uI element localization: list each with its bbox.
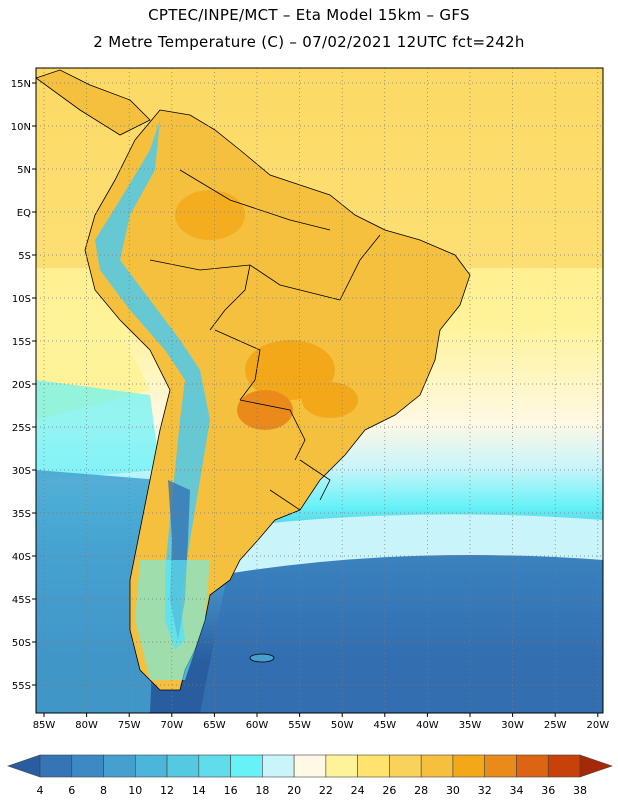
latitude-label: 50S bbox=[12, 638, 31, 649]
patagonia-cool bbox=[135, 560, 210, 680]
longitude-label: 30W bbox=[501, 720, 524, 731]
latitude-label: 35S bbox=[12, 509, 31, 520]
colorbar-swatch bbox=[293, 754, 327, 778]
colorbar-swatch bbox=[262, 754, 295, 778]
colorbar-tick-label: 34 bbox=[509, 784, 523, 797]
colorbar-swatch bbox=[198, 754, 231, 778]
longitude-label: 55W bbox=[288, 720, 311, 731]
colorbar-swatch bbox=[484, 754, 517, 778]
latitude-label: 5N bbox=[17, 165, 31, 176]
map-frame bbox=[35, 67, 604, 714]
colorbar-tick-label: 16 bbox=[224, 784, 238, 797]
colorbar-tick-label: 22 bbox=[319, 784, 333, 797]
falkland-islands bbox=[249, 653, 275, 663]
central-america-landmass bbox=[36, 69, 151, 136]
latitude-label: 15S bbox=[12, 337, 31, 348]
colorbar-swatch bbox=[325, 754, 358, 778]
colorbar-swatch bbox=[71, 754, 104, 778]
atlantic-band-cold bbox=[200, 540, 603, 713]
colorbar-tick-label: 24 bbox=[351, 784, 365, 797]
colorbar-swatch bbox=[452, 754, 486, 778]
colorbar-tick-label: 26 bbox=[382, 784, 396, 797]
latitude-label: 20S bbox=[12, 380, 31, 391]
longitude-label: 80W bbox=[75, 720, 98, 731]
colorbar-tick-label: 10 bbox=[128, 784, 142, 797]
colorbar-tick-label: 28 bbox=[414, 784, 428, 797]
latitude-label: 10S bbox=[12, 294, 31, 305]
colorbar-min-arrow bbox=[7, 754, 41, 778]
colorbar-tick-label: 6 bbox=[68, 784, 75, 797]
pacific-band-cool bbox=[36, 380, 160, 480]
temperature-colorbar: 4 6 8 10 12 14 16 18 20 22 24 26 28 30 32 34 36 38 bbox=[7, 754, 613, 797]
warm-core-amazon bbox=[175, 190, 245, 240]
map-plot-area bbox=[36, 68, 603, 713]
latitude-label: 45S bbox=[12, 595, 31, 606]
longitude-label: 25W bbox=[544, 720, 567, 731]
longitude-label: 75W bbox=[118, 720, 141, 731]
latitude-label: 25S bbox=[12, 423, 31, 434]
colorbar-swatch bbox=[230, 754, 263, 778]
latitude-label: 5S bbox=[18, 251, 31, 262]
colorbar-tick-label: 32 bbox=[478, 784, 492, 797]
colorbar-tick-label: 8 bbox=[100, 784, 107, 797]
colorbar-swatch bbox=[357, 754, 390, 778]
colorbar-tick-label: 30 bbox=[446, 784, 460, 797]
longitude-label: 60W bbox=[246, 720, 269, 731]
latitude-label: 10N bbox=[11, 122, 31, 133]
graticule bbox=[36, 68, 603, 713]
longitude-label: 45W bbox=[373, 720, 396, 731]
latitude-label: 40S bbox=[12, 552, 31, 563]
latitude-label: EQ bbox=[17, 208, 31, 219]
colorbar-tick-label: 12 bbox=[160, 784, 174, 797]
colorbar-swatch bbox=[134, 754, 168, 778]
colorbar-tick-label: 4 bbox=[37, 784, 44, 797]
map-title-line-2: 2 Metre Temperature (C) – 07/02/2021 12U… bbox=[93, 33, 525, 51]
atlantic-band-mild bbox=[210, 514, 603, 575]
hot-core-southeast bbox=[302, 382, 358, 418]
longitude-label: 35W bbox=[459, 720, 482, 731]
latitude-label: 30S bbox=[12, 466, 31, 477]
colorbar-swatch bbox=[389, 754, 422, 778]
colorbar-swatch bbox=[39, 754, 73, 778]
latitude-label: 55S bbox=[12, 681, 31, 692]
longitude-label: 85W bbox=[33, 720, 56, 731]
colorbar-tick-label: 36 bbox=[541, 784, 555, 797]
colorbar-swatch bbox=[547, 754, 581, 778]
colorbar-swatch bbox=[166, 754, 200, 778]
map-title-line-1: CPTEC/INPE/MCT – Eta Model 15km – GFS bbox=[148, 6, 470, 24]
colorbar-tick-label: 18 bbox=[255, 784, 269, 797]
longitude-label: 40W bbox=[416, 720, 439, 731]
country-borders bbox=[149, 169, 381, 511]
longitude-labels: 85W 80W 75W 70W 65W 60W 55W 50W 45W 40W 35W 30W 25W 2… bbox=[33, 713, 609, 731]
longitude-label: 70W bbox=[160, 720, 183, 731]
colorbar-tick-label: 14 bbox=[192, 784, 206, 797]
colorbar-swatch bbox=[516, 754, 549, 778]
longitude-label: 65W bbox=[203, 720, 226, 731]
latitude-labels: 15N 10N 5N EQ 5S 10S 15S 20S 25S 30S 35S 40S 45S 50S 5… bbox=[11, 79, 36, 692]
colorbar-swatch bbox=[103, 754, 136, 778]
hot-core-central-brazil bbox=[245, 340, 335, 400]
longitude-label: 50W bbox=[331, 720, 354, 731]
hot-core-paraguay bbox=[237, 390, 293, 430]
colorbar-max-arrow bbox=[579, 754, 613, 778]
latitude-label: 15N bbox=[11, 79, 31, 90]
colorbar-tick-label: 38 bbox=[573, 784, 587, 797]
colorbar-tick-label: 20 bbox=[287, 784, 301, 797]
longitude-label: 20W bbox=[586, 720, 609, 731]
colorbar-swatch bbox=[420, 754, 454, 778]
